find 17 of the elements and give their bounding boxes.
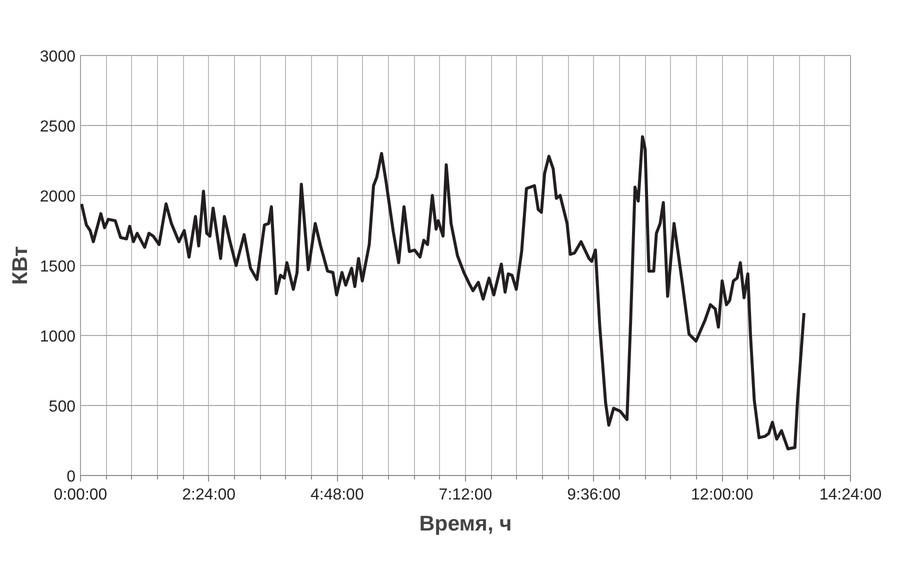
y-tick-label: 1500 xyxy=(40,258,76,276)
line-series xyxy=(80,135,806,450)
x-tick-label: 4:48:00 xyxy=(310,486,364,504)
y-tick-label: 500 xyxy=(48,398,76,416)
y-tick-label: 3000 xyxy=(40,48,76,66)
y-tick-label: 2000 xyxy=(40,188,76,206)
x-tick-label: 2:24:00 xyxy=(182,486,236,504)
x-axis-title: Время, ч xyxy=(419,512,512,536)
y-tick-label: 0 xyxy=(66,468,76,486)
x-tick-label: 0:00:00 xyxy=(54,486,108,504)
y-tick-label: 2500 xyxy=(40,118,76,136)
y-tick-label: 1000 xyxy=(40,328,76,346)
x-tick-label: 7:12:00 xyxy=(438,486,492,504)
x-tick-label: 14:24:00 xyxy=(819,486,882,504)
x-tick-label: 9:36:00 xyxy=(567,486,621,504)
y-axis-title: КВт xyxy=(8,246,32,285)
x-tick-label: 12:00:00 xyxy=(691,486,754,504)
